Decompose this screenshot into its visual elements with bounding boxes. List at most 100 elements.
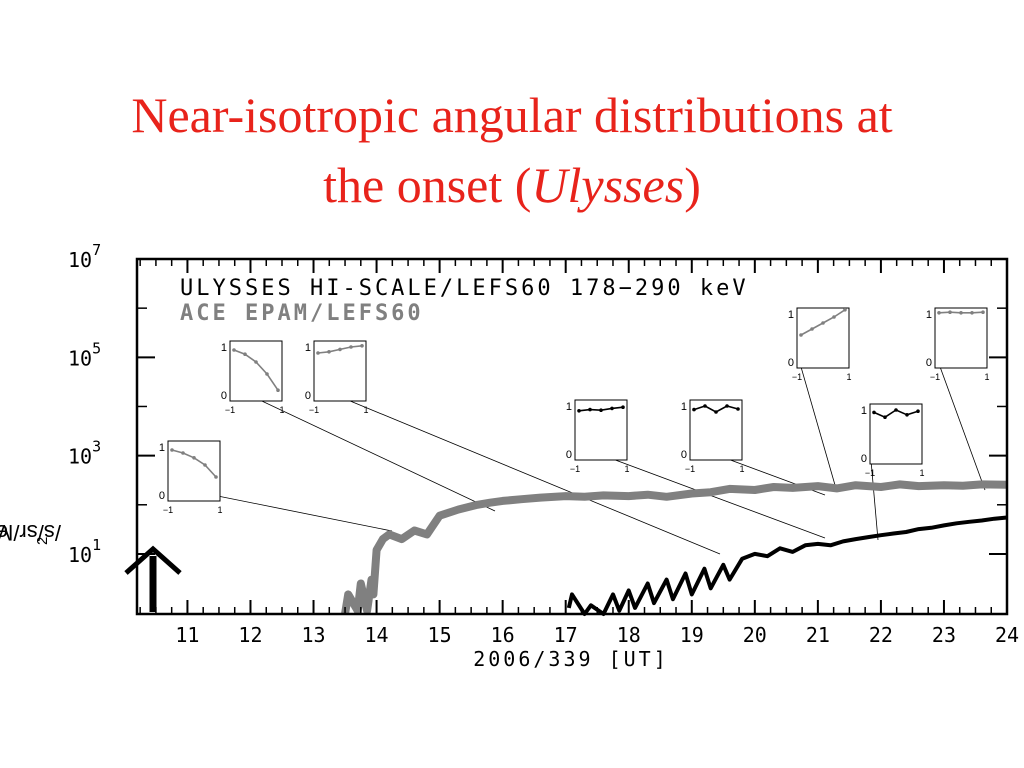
x-tick-label: 17 — [554, 623, 578, 647]
title-line-2-prefix: the onset ( — [323, 157, 532, 213]
inset-x-right-label: 1 — [739, 464, 744, 474]
inset-x-left-label: −1 — [570, 464, 580, 474]
inset-frame — [689, 399, 743, 461]
x-tick-label: 18 — [617, 623, 641, 647]
inset-point — [243, 352, 247, 357]
inset-y-top-label: 1 — [221, 342, 227, 354]
inset-point — [588, 407, 592, 412]
inset-point — [883, 415, 887, 420]
inset-point — [799, 333, 803, 337]
inset-y-top-label: 1 — [566, 401, 572, 413]
inset-panels: 1 0 −1 1 1 0 −1 1 1 0 −1 1 1 0 −1 1 1 0 −1 1 1 0 −1 1 1 0 −1 1 1 0 −1 1 — [159, 307, 990, 555]
inset-y-bottom-label: 0 — [159, 490, 165, 502]
inset-x-left-label: −1 — [685, 464, 695, 474]
inset-6: 1 0 −1 1 — [861, 403, 925, 541]
inset-point — [170, 448, 174, 452]
inset-frame — [167, 440, 221, 502]
inset-point — [905, 413, 909, 417]
inset-point — [203, 463, 207, 467]
legend-ulysses: ULYSSES HI-SCALE/LEFS60 178−290 keV — [180, 276, 749, 301]
inset-point — [725, 404, 729, 408]
inset-3: 1 0 −1 1 — [305, 340, 721, 555]
x-tick-label: 22 — [869, 623, 893, 647]
inset-x-right-label: 1 — [919, 468, 924, 478]
inset-5: 1 0 −1 1 — [681, 399, 826, 496]
inset-frame — [934, 307, 988, 369]
inset-x-right-label: 1 — [984, 372, 989, 382]
x-tick-label: 15 — [428, 623, 452, 647]
inset-y-bottom-label: 0 — [926, 357, 932, 369]
y-tick-label: 101 — [68, 536, 101, 567]
slide-title: Near-isotropic angular distributions at … — [0, 80, 1024, 220]
plot-frame — [135, 257, 1009, 616]
inset-connector-line — [229, 385, 496, 512]
inset-x-right-label: 1 — [363, 405, 368, 415]
y-tick-label: 103 — [68, 438, 101, 469]
inset-x-left-label: −1 — [225, 405, 235, 415]
inset-connector-line — [796, 352, 838, 493]
inset-y-top-label: 1 — [788, 309, 794, 321]
inset-point — [338, 347, 342, 352]
inset-x-left-label: −1 — [309, 405, 319, 415]
onset-arrow — [124, 545, 182, 612]
inset-y-bottom-label: 0 — [305, 390, 311, 402]
inset-point — [192, 456, 196, 460]
x-tick-label: 24 — [995, 623, 1019, 647]
inset-point — [970, 311, 974, 315]
inset-x-right-label: 1 — [279, 405, 284, 415]
inset-y-bottom-label: 0 — [788, 357, 794, 369]
x-tick-label: 20 — [743, 623, 767, 647]
x-tick-label: 23 — [932, 623, 956, 647]
flux-chart: 10−1 110−1 110−1 1 10−1 110−1 110−1 110−1 110−1 1… — [68, 241, 1019, 671]
y-tick-label: 107 — [68, 241, 101, 272]
inset-point — [916, 409, 920, 414]
inset-x-right-label: 1 — [846, 372, 851, 382]
inset-point — [599, 408, 603, 413]
inset-point — [610, 406, 614, 411]
inset-point — [894, 408, 898, 412]
inset-y-top-label: 1 — [305, 342, 311, 354]
inset-x-right-label: 1 — [624, 464, 629, 474]
inset-point — [232, 348, 236, 352]
inset-point — [703, 404, 707, 408]
inset-x-left-label: −1 — [865, 468, 875, 478]
x-tick-label: 14 — [365, 623, 389, 647]
inset-1: 1 0 −1 1 — [159, 440, 393, 532]
inset-4: 1 0 −1 1 — [566, 399, 826, 539]
y-tick-label: 105 — [68, 339, 101, 370]
inset-point — [937, 311, 941, 315]
inset-y-bottom-label: 0 — [861, 453, 867, 465]
inset-connector-line — [934, 352, 986, 491]
inset-point — [948, 310, 952, 315]
title-line-2-italic: Ulysses — [531, 157, 685, 213]
title-line-1: Near-isotropic angular distributions at — [131, 87, 893, 143]
inset-point — [810, 327, 814, 331]
inset-x-left-label: −1 — [930, 372, 940, 382]
x-tick-label: 13 — [301, 623, 325, 647]
inset-frame — [229, 340, 283, 402]
inset-point — [981, 310, 985, 315]
inset-y-bottom-label: 0 — [681, 449, 687, 461]
inset-frame — [313, 340, 367, 402]
inset-point — [843, 308, 847, 312]
inset-point — [276, 388, 280, 393]
inset-point — [316, 351, 320, 355]
inset-y-top-label: 1 — [861, 405, 867, 417]
inset-point — [959, 311, 963, 315]
title-line-2-suffix: ) — [684, 157, 701, 213]
inset-frame — [796, 307, 850, 369]
inset-point — [692, 407, 696, 412]
series-group — [341, 480, 1008, 616]
inset-y-bottom-label: 0 — [566, 449, 572, 461]
inset-7: 1 0 −1 1 — [788, 307, 852, 493]
inset-point — [736, 407, 740, 411]
x-tick-label: 16 — [491, 623, 515, 647]
inset-y-top-label: 1 — [159, 442, 165, 454]
inset-x-left-label: −1 — [163, 505, 173, 515]
x-tick-label: 11 — [175, 623, 199, 647]
inset-2: 1 0 −1 1 — [221, 340, 496, 512]
inset-point — [577, 409, 581, 413]
series-line-ulysses — [566, 515, 1008, 616]
inset-point — [621, 405, 625, 410]
inset-x-right-label: 1 — [217, 505, 222, 515]
